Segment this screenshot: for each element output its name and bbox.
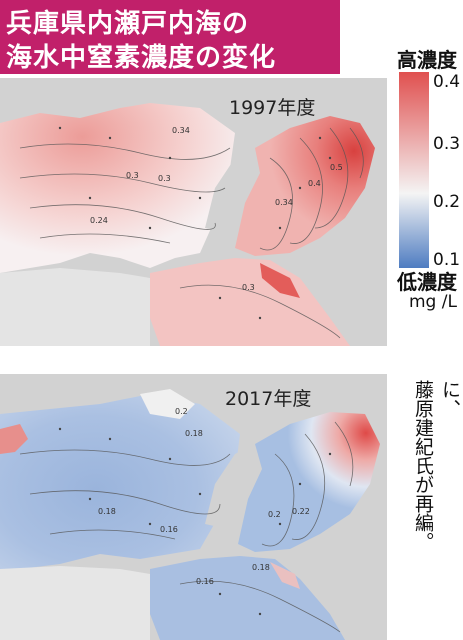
title-line-2: 海水中窒素濃度の変化 [6, 43, 277, 73]
legend-unit: mg /L [409, 292, 457, 312]
source-note: ※環境省の水質データを基に、 藤原建紀氏が再編。 [409, 380, 463, 630]
year-label-2017: 2017年度 [225, 388, 312, 410]
contour-label: 0.18 [98, 507, 116, 516]
contour-label: 0.5 [330, 163, 343, 172]
contour-label: 0.24 [90, 216, 108, 225]
source-note-line-2: 藤原建紀氏が再編。 [412, 380, 434, 551]
source-note-line-1: ※環境省の水質データを基に、 [439, 380, 461, 418]
contour-label: 0.22 [292, 507, 310, 516]
legend-color-bar [399, 72, 429, 268]
map-1997-image: 0.34 0.3 0.24 0.3 0.34 0.4 0.5 0.3 [0, 78, 387, 346]
title-banner: 兵庫県内瀬戸内海の 海水中窒素濃度の変化 [0, 0, 340, 74]
contour-label: 0.3 [126, 171, 139, 180]
contour-label: 0.3 [242, 283, 255, 292]
legend-tick: 0.4 [433, 72, 461, 92]
contour-label: 0.16 [196, 577, 214, 586]
contour-label: 0.4 [308, 179, 321, 188]
contour-label: 0.16 [160, 525, 178, 534]
legend-tick: 0.2 [433, 192, 461, 212]
contour-label: 0.18 [185, 429, 203, 438]
legend-tick: 0.3 [433, 134, 461, 154]
contour-label: 0.34 [275, 198, 293, 207]
legend-low-label: 低濃度 [397, 270, 457, 294]
contour-label: 0.34 [172, 126, 190, 135]
legend-high-label: 高濃度 [397, 48, 457, 72]
contour-label: 0.18 [252, 563, 270, 572]
map-2017: 0.2 0.18 0.18 0.16 0.2 0.22 0.16 0.18 20… [0, 374, 387, 640]
map-1997: 0.34 0.3 0.24 0.3 0.34 0.4 0.5 0.3 1997年… [0, 78, 387, 346]
year-label-1997: 1997年度 [229, 97, 316, 119]
title-line-1: 兵庫県内瀬戸内海の [6, 9, 250, 39]
contour-label: 0.2 [175, 407, 188, 416]
map-2017-image: 0.2 0.18 0.18 0.16 0.2 0.22 0.16 0.18 [0, 374, 387, 640]
contour-label: 0.3 [158, 174, 171, 183]
legend-tick: 0.1 [433, 250, 461, 270]
contour-label: 0.2 [268, 510, 281, 519]
